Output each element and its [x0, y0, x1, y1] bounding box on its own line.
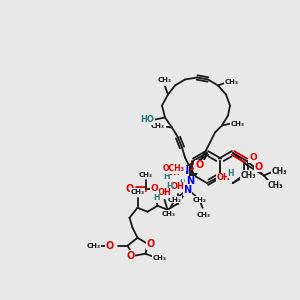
Text: H: H	[179, 179, 185, 188]
Text: CH₃: CH₃	[225, 80, 239, 85]
Text: H: H	[166, 182, 173, 191]
Text: O: O	[255, 161, 263, 172]
Text: H: H	[163, 172, 169, 181]
Text: CH₃: CH₃	[267, 181, 283, 190]
Text: CH₂: CH₂	[167, 197, 182, 203]
Text: O: O	[146, 239, 154, 249]
Text: HO: HO	[140, 115, 154, 124]
Text: OH: OH	[217, 173, 231, 182]
Text: O: O	[125, 184, 134, 194]
Text: N: N	[186, 176, 194, 187]
Text: CH₂: CH₂	[193, 197, 206, 203]
Text: OH: OH	[171, 182, 184, 191]
Text: CH₃: CH₃	[130, 189, 145, 195]
Text: CH₃: CH₃	[158, 76, 172, 82]
Text: O: O	[196, 160, 204, 170]
Text: CH₃: CH₃	[151, 124, 165, 130]
Text: S: S	[194, 162, 202, 172]
Text: CH₃: CH₃	[240, 170, 256, 179]
Text: CH₃: CH₃	[196, 212, 211, 218]
Text: OH: OH	[167, 168, 181, 177]
Text: O: O	[105, 241, 114, 251]
Text: OH: OH	[158, 188, 171, 197]
Text: CH₃: CH₃	[139, 172, 152, 178]
Text: CH₃: CH₃	[271, 167, 287, 176]
Text: O: O	[126, 251, 135, 261]
Text: O: O	[151, 184, 158, 193]
Text: N: N	[183, 185, 192, 195]
Text: O: O	[249, 153, 257, 162]
Text: CH₃: CH₃	[86, 243, 100, 249]
Text: CH₃: CH₃	[152, 255, 167, 261]
Text: H: H	[228, 169, 234, 178]
Text: OCH₃: OCH₃	[163, 164, 185, 173]
Text: CH₃: CH₃	[231, 121, 245, 127]
Text: CH₃: CH₃	[161, 211, 176, 217]
Text: H: H	[153, 193, 160, 202]
Text: N: N	[180, 167, 188, 176]
